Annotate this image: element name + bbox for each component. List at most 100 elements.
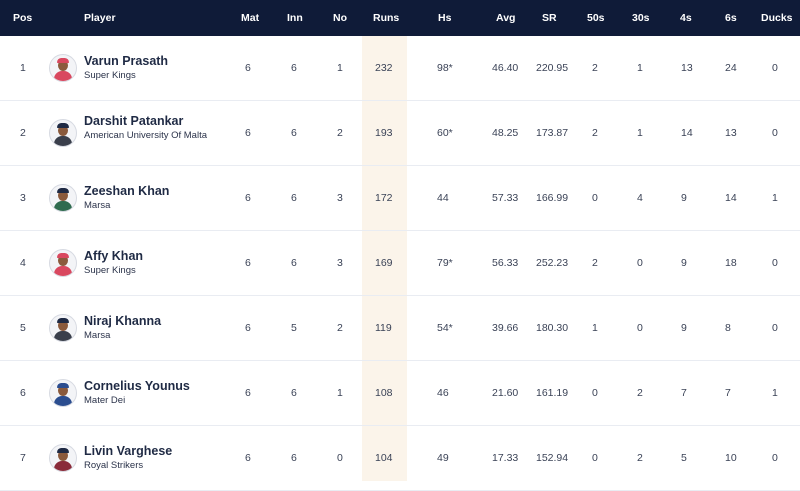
sixes-cell: 24 [725, 62, 737, 74]
pos-cell: 5 [20, 322, 26, 334]
ducks-cell: 0 [772, 322, 778, 334]
mat-cell: 6 [245, 257, 251, 269]
table-body: 1 Varun Prasath Super Kings 6 6 1 232 98… [0, 36, 800, 491]
header-no[interactable]: No [333, 12, 347, 24]
no-cell: 3 [337, 192, 343, 204]
table-row[interactable]: 1 Varun Prasath Super Kings 6 6 1 232 98… [0, 36, 800, 101]
header-4s[interactable]: 4s [680, 12, 692, 24]
runs-cell: 119 [375, 322, 392, 334]
ducks-cell: 1 [772, 387, 778, 399]
table-row[interactable]: 3 Zeeshan Khan Marsa 6 6 3 172 44 57.33 … [0, 166, 800, 231]
inn-cell: 6 [291, 62, 297, 74]
table-row[interactable]: 7 Livin Varghese Royal Strikers 6 6 0 10… [0, 426, 800, 491]
thirties-cell: 0 [637, 257, 643, 269]
table-row[interactable]: 4 Affy Khan Super Kings 6 6 3 169 79* 56… [0, 231, 800, 296]
header-ducks[interactable]: Ducks [761, 12, 793, 24]
header-sr[interactable]: SR [542, 12, 557, 24]
inn-cell: 6 [291, 257, 297, 269]
avg-cell: 39.66 [492, 322, 519, 334]
header-inn[interactable]: Inn [287, 12, 303, 24]
mat-cell: 6 [245, 322, 251, 334]
table-row[interactable]: 6 Cornelius Younus Mater Dei 6 6 1 108 4… [0, 361, 800, 426]
runs-cell: 104 [375, 452, 393, 464]
fours-cell: 5 [681, 452, 687, 464]
fifties-cell: 0 [592, 452, 598, 464]
header-player[interactable]: Player [84, 12, 116, 24]
sr-cell: 166.99 [536, 192, 569, 204]
sixes-cell: 8 [725, 322, 731, 334]
player-name[interactable]: Varun Prasath [84, 54, 169, 68]
avg-cell: 46.40 [492, 62, 519, 74]
fours-cell: 9 [681, 257, 687, 269]
header-runs[interactable]: Runs [373, 12, 400, 24]
no-cell: 0 [337, 452, 343, 464]
player-name[interactable]: Affy Khan [84, 249, 144, 263]
thirties-cell: 2 [637, 387, 643, 399]
player-team: Marsa [84, 330, 111, 341]
fifties-cell: 0 [592, 192, 598, 204]
header-6s[interactable]: 6s [725, 12, 737, 24]
no-cell: 2 [337, 127, 343, 139]
avg-cell: 21.60 [492, 387, 519, 399]
player-name[interactable]: Livin Varghese [84, 444, 173, 458]
ducks-cell: 0 [772, 257, 778, 269]
header-mat[interactable]: Mat [241, 12, 260, 24]
runs-cell: 193 [375, 127, 393, 139]
sr-cell: 252.23 [536, 257, 569, 269]
player-team: American University Of Malta [84, 130, 208, 141]
inn-cell: 5 [291, 322, 297, 334]
player-team: Super Kings [84, 70, 136, 81]
header-avg[interactable]: Avg [496, 12, 516, 24]
player-avatar-icon [49, 119, 77, 147]
player-name[interactable]: Cornelius Younus [84, 379, 190, 393]
avg-cell: 17.33 [492, 452, 519, 464]
ducks-cell: 0 [772, 62, 778, 74]
hs-cell: 54* [437, 322, 453, 334]
player-name[interactable]: Niraj Khanna [84, 314, 162, 328]
no-cell: 2 [337, 322, 343, 334]
player-avatar-icon [49, 314, 77, 342]
table-row[interactable]: 2 Darshit Patankar American University O… [0, 101, 800, 166]
pos-cell: 7 [20, 452, 26, 464]
player-avatar-icon [49, 184, 77, 212]
sixes-cell: 10 [725, 452, 737, 464]
runs-cell: 232 [375, 62, 393, 74]
fifties-cell: 2 [592, 127, 598, 139]
runs-cell: 108 [375, 387, 393, 399]
no-cell: 1 [337, 62, 343, 74]
pos-cell: 1 [20, 62, 26, 74]
player-name[interactable]: Darshit Patankar [84, 114, 184, 128]
avg-cell: 56.33 [492, 257, 519, 269]
header-30s[interactable]: 30s [632, 12, 650, 24]
inn-cell: 6 [291, 192, 297, 204]
header-50s[interactable]: 50s [587, 12, 605, 24]
mat-cell: 6 [245, 452, 251, 464]
fours-cell: 9 [681, 192, 687, 204]
hs-cell: 79* [437, 257, 453, 269]
avg-cell: 57.33 [492, 192, 519, 204]
mat-cell: 6 [245, 192, 251, 204]
runs-cell: 169 [375, 257, 393, 269]
fifties-cell: 2 [592, 257, 598, 269]
header-pos[interactable]: Pos [13, 12, 33, 24]
table-row[interactable]: 5 Niraj Khanna Marsa 6 5 2 119 54* 39.66… [0, 296, 800, 361]
inn-cell: 6 [291, 127, 297, 139]
thirties-cell: 0 [637, 322, 643, 334]
pos-cell: 6 [20, 387, 26, 399]
pos-cell: 4 [20, 257, 26, 269]
thirties-cell: 1 [637, 127, 643, 139]
sr-cell: 161.19 [536, 387, 569, 399]
hs-cell: 44 [437, 192, 449, 204]
fifties-cell: 0 [592, 387, 598, 399]
hs-cell: 49 [437, 452, 449, 464]
header-hs[interactable]: Hs [438, 12, 452, 24]
player-name[interactable]: Zeeshan Khan [84, 184, 170, 198]
table-header: Pos Player Mat Inn No Runs Hs Avg SR 50s… [0, 0, 800, 36]
fours-cell: 9 [681, 322, 687, 334]
fifties-cell: 2 [592, 62, 598, 74]
inn-cell: 6 [291, 387, 297, 399]
sixes-cell: 13 [725, 127, 737, 139]
fours-cell: 14 [681, 127, 693, 139]
pos-cell: 3 [20, 192, 26, 204]
mat-cell: 6 [245, 387, 251, 399]
